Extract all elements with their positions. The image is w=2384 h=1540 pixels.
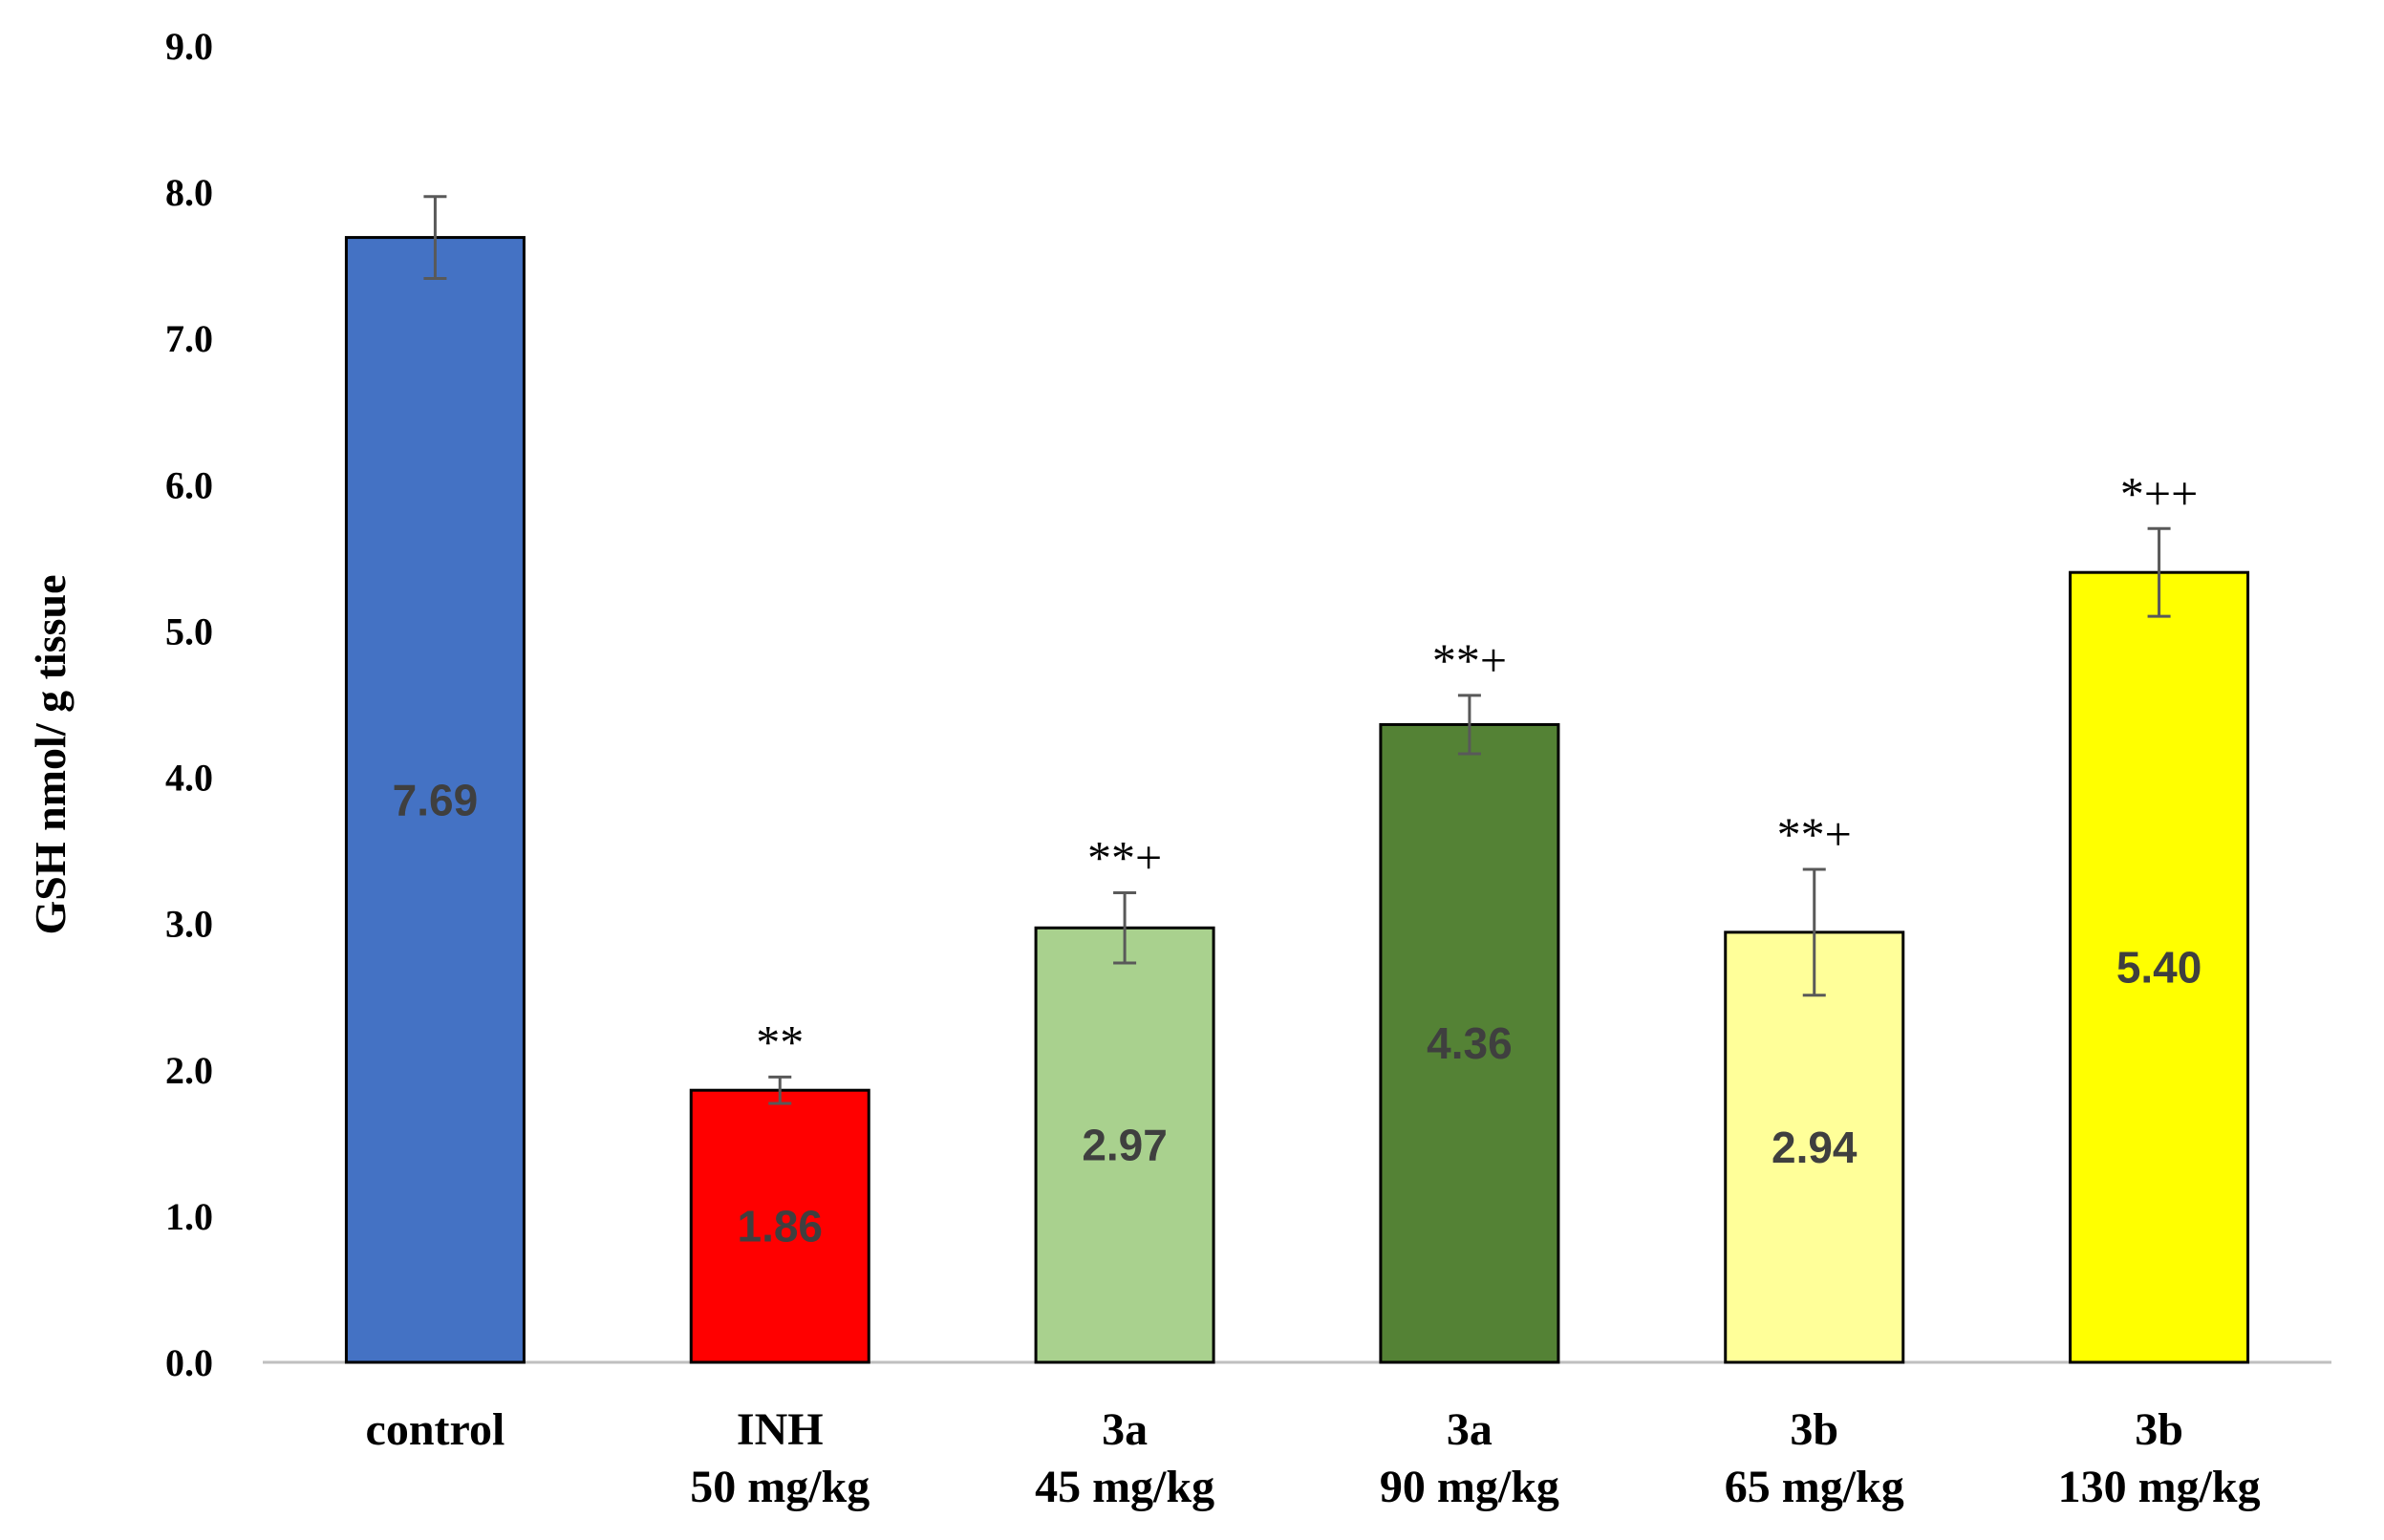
y-tick-label: 5.0 <box>165 610 213 652</box>
category-label: control <box>366 1404 505 1455</box>
category-label: 3b <box>1790 1404 1838 1455</box>
bar <box>2069 570 2250 1364</box>
error-bar <box>768 1075 792 1105</box>
category-sublabel: 50 mg/kg <box>690 1462 870 1512</box>
category-labels: control INH 50 mg/kg 3a 45 mg/kg 3a 90 mg/kg 3b… <box>366 1404 2261 1512</box>
error-bar <box>1113 891 1137 965</box>
significance-label: **+ <box>1432 633 1507 687</box>
category-sublabel: 65 mg/kg <box>1725 1462 1904 1512</box>
bar <box>1034 926 1215 1364</box>
significance-label: ** <box>756 1015 804 1068</box>
significance-label: **+ <box>1087 831 1162 885</box>
y-tick-label: 3.0 <box>165 903 213 946</box>
bar <box>344 236 526 1364</box>
bar-value-label: 4.36 <box>1427 1018 1513 1068</box>
y-tick-label: 0.0 <box>165 1341 213 1384</box>
significance-label: **+ <box>1777 807 1852 861</box>
bar-value-label: 5.40 <box>2116 943 2202 993</box>
error-bar <box>423 195 447 280</box>
error-bar <box>1802 867 1826 997</box>
bar <box>1379 722 1560 1364</box>
category-sublabel: 90 mg/kg <box>1380 1462 1559 1512</box>
significance-label: *++ <box>2120 466 2198 520</box>
y-tick-label: 6.0 <box>165 463 213 506</box>
category-label: 3a <box>1102 1404 1148 1455</box>
category-sublabel: 130 mg/kg <box>2058 1462 2261 1512</box>
y-axis-label: GSH nmol/ g tissue <box>26 574 75 934</box>
bar-value-label: 2.97 <box>1082 1121 1168 1170</box>
error-bar <box>1457 694 1481 756</box>
bar-value-label: 1.86 <box>737 1202 823 1251</box>
error-bar <box>2147 526 2171 618</box>
category-label: 3b <box>2135 1404 2183 1455</box>
y-axis-ticks: 0.0 1.0 2.0 3.0 4.0 5.0 6.0 7.0 8.0 9.0 <box>165 25 213 1384</box>
y-tick-label: 2.0 <box>165 1049 213 1092</box>
bars-group: 7.69 1.86 ** 2.97 **+ 4.36 **+ 2.94 **+ 5.40 *++ <box>344 195 2250 1364</box>
category-label: 3a <box>1447 1404 1493 1455</box>
category-label: INH <box>737 1404 824 1455</box>
y-tick-label: 7.0 <box>165 317 213 360</box>
y-tick-label: 4.0 <box>165 757 213 800</box>
category-sublabel: 45 mg/kg <box>1035 1462 1214 1512</box>
y-tick-label: 1.0 <box>165 1195 213 1238</box>
bar <box>689 1088 870 1364</box>
y-tick-label: 9.0 <box>165 25 213 68</box>
y-tick-label: 8.0 <box>165 171 213 214</box>
bar-value-label: 7.69 <box>393 775 479 824</box>
bar-value-label: 2.94 <box>1772 1123 1858 1172</box>
bar <box>1724 930 1905 1364</box>
